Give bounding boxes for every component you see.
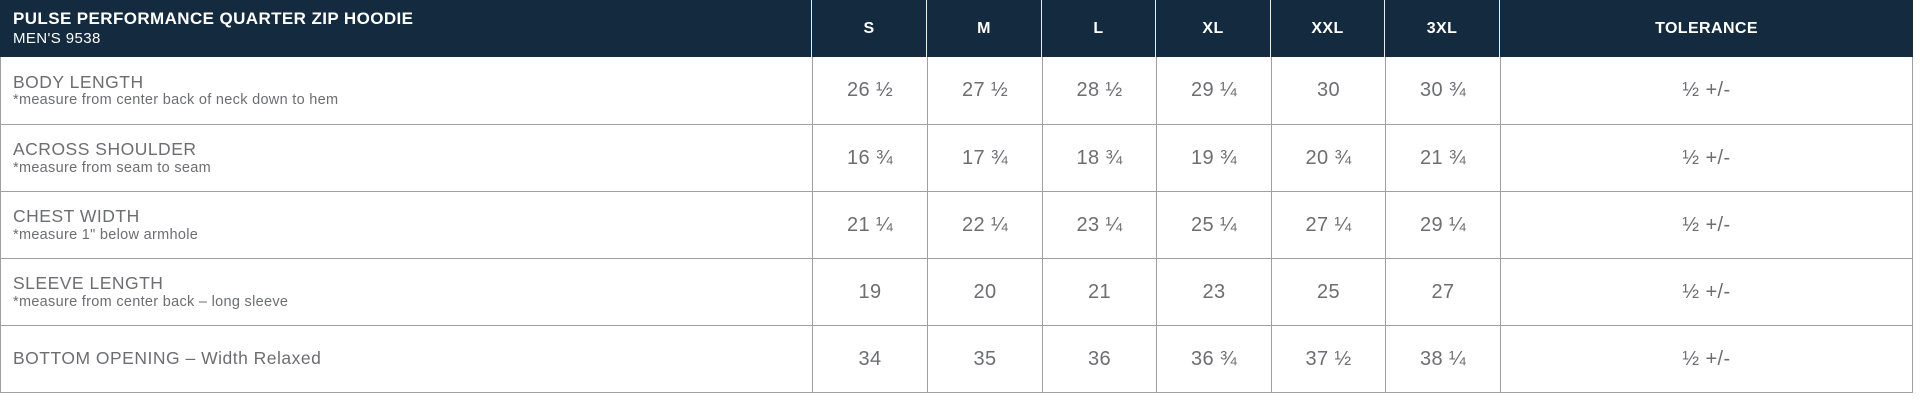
- size-value-cell: 25: [1271, 259, 1385, 325]
- size-value-cell: 23: [1156, 259, 1271, 325]
- size-value-cell: 20 ¾: [1271, 125, 1385, 191]
- size-value-cell: 27: [1385, 259, 1500, 325]
- table-row: ACROSS SHOULDER *measure from seam to se…: [1, 124, 1912, 191]
- measurement-note: *measure 1" below armhole: [13, 226, 199, 243]
- tolerance-value-cell: ½ +/-: [1500, 259, 1912, 325]
- size-value-cell: 21 ¼: [812, 192, 927, 258]
- measurement-name: BODY LENGTH: [13, 71, 144, 92]
- measurement-name: BOTTOM OPENING – Width Relaxed: [13, 348, 322, 369]
- tolerance-value-cell: ½ +/-: [1500, 192, 1912, 258]
- size-value-cell: 36 ¾: [1156, 326, 1271, 392]
- table-row: SLEEVE LENGTH *measure from center back …: [1, 258, 1912, 325]
- size-value-cell: 17 ¾: [927, 125, 1042, 191]
- measurement-label-cell: BOTTOM OPENING – Width Relaxed: [1, 326, 812, 392]
- table-header-row: PULSE PERFORMANCE QUARTER ZIP HOODIE MEN…: [0, 0, 1913, 57]
- size-value-cell: 22 ¼: [927, 192, 1042, 258]
- measurement-label-cell: BODY LENGTH *measure from center back of…: [1, 57, 812, 124]
- size-value-cell: 38 ¼: [1385, 326, 1500, 392]
- size-value-cell: 28 ½: [1042, 57, 1156, 124]
- size-value-cell: 26 ½: [812, 57, 927, 124]
- size-value-cell: 29 ¼: [1385, 192, 1500, 258]
- size-chart-table: PULSE PERFORMANCE QUARTER ZIP HOODIE MEN…: [0, 0, 1913, 393]
- column-header-l: L: [1041, 0, 1155, 57]
- tolerance-value-cell: ½ +/-: [1500, 326, 1912, 392]
- column-header-tolerance: TOLERANCE: [1499, 0, 1913, 57]
- size-value-cell: 27 ¼: [1271, 192, 1385, 258]
- measurement-name: SLEEVE LENGTH: [13, 273, 164, 294]
- column-header-xl: XL: [1155, 0, 1270, 57]
- column-header-xxl: XXL: [1270, 0, 1384, 57]
- size-value-cell: 27 ½: [927, 57, 1042, 124]
- size-value-cell: 23 ¼: [1042, 192, 1156, 258]
- size-value-cell: 20: [927, 259, 1042, 325]
- product-style-number: MEN'S 9538: [13, 29, 101, 47]
- size-value-cell: 19: [812, 259, 927, 325]
- column-header-m: M: [926, 0, 1041, 57]
- size-value-cell: 19 ¾: [1156, 125, 1271, 191]
- size-value-cell: 18 ¾: [1042, 125, 1156, 191]
- size-value-cell: 16 ¾: [812, 125, 927, 191]
- measurement-note: *measure from seam to seam: [13, 159, 211, 176]
- column-header-3xl: 3XL: [1384, 0, 1499, 57]
- size-value-cell: 25 ¼: [1156, 192, 1271, 258]
- measurement-name: ACROSS SHOULDER: [13, 139, 197, 160]
- measurement-note: *measure from center back – long sleeve: [13, 293, 289, 310]
- measurement-label-cell: ACROSS SHOULDER *measure from seam to se…: [1, 125, 812, 191]
- table-row: BOTTOM OPENING – Width Relaxed 34 35 36 …: [1, 325, 1912, 392]
- product-title-cell: PULSE PERFORMANCE QUARTER ZIP HOODIE MEN…: [0, 0, 811, 57]
- measurement-note: *measure from center back of neck down t…: [13, 92, 339, 109]
- size-value-cell: 21: [1042, 259, 1156, 325]
- size-value-cell: 36: [1042, 326, 1156, 392]
- measurement-label-cell: SLEEVE LENGTH *measure from center back …: [1, 259, 812, 325]
- size-value-cell: 34: [812, 326, 927, 392]
- size-value-cell: 30 ¾: [1385, 57, 1500, 124]
- table-body: BODY LENGTH *measure from center back of…: [0, 57, 1913, 393]
- table-row: CHEST WIDTH *measure 1" below armhole 21…: [1, 191, 1912, 258]
- measurement-label-cell: CHEST WIDTH *measure 1" below armhole: [1, 192, 812, 258]
- size-value-cell: 37 ½: [1271, 326, 1385, 392]
- tolerance-value-cell: ½ +/-: [1500, 125, 1912, 191]
- size-value-cell: 21 ¾: [1385, 125, 1500, 191]
- size-value-cell: 30: [1271, 57, 1385, 124]
- column-header-s: S: [811, 0, 926, 57]
- size-value-cell: 29 ¼: [1156, 57, 1271, 124]
- tolerance-value-cell: ½ +/-: [1500, 57, 1912, 124]
- product-title: PULSE PERFORMANCE QUARTER ZIP HOODIE: [13, 9, 414, 29]
- table-row: BODY LENGTH *measure from center back of…: [1, 57, 1912, 124]
- size-value-cell: 35: [927, 326, 1042, 392]
- measurement-name: CHEST WIDTH: [13, 206, 140, 227]
